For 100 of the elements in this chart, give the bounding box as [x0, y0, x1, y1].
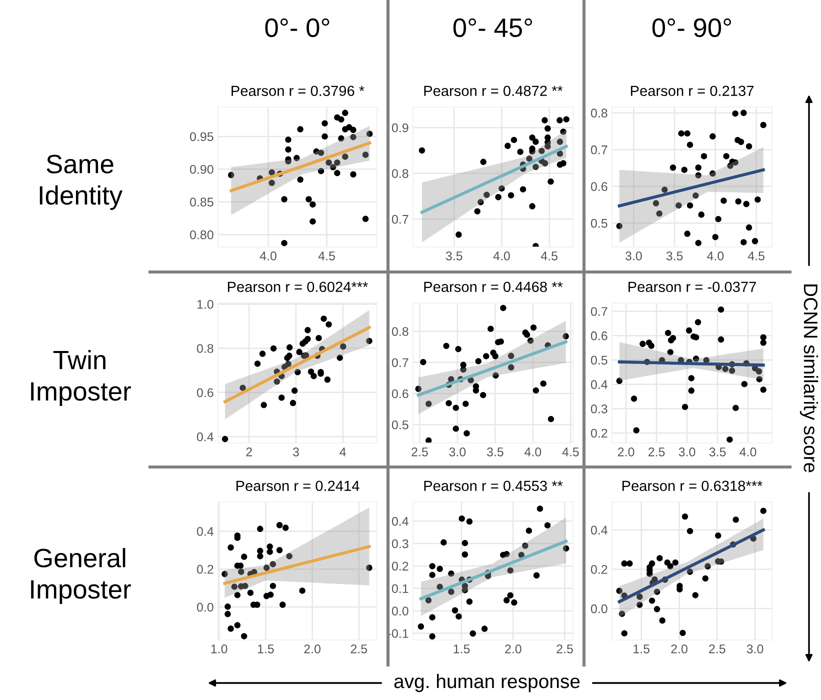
- y-tick-label: 0.2: [196, 564, 214, 574]
- y-tick-label: 0.7: [392, 358, 408, 368]
- point: [508, 192, 514, 198]
- point: [504, 550, 510, 558]
- x-tick-label: 2.0: [304, 644, 320, 654]
- point: [306, 196, 312, 202]
- point: [228, 544, 234, 551]
- point: [756, 376, 762, 382]
- y-tick-label: 0.2: [590, 565, 608, 574]
- point: [366, 130, 373, 137]
- point: [455, 346, 462, 352]
- point: [340, 343, 346, 350]
- point: [616, 378, 622, 384]
- point: [484, 192, 490, 198]
- point: [680, 630, 686, 636]
- point: [241, 554, 248, 560]
- y-tick-label: 0.4: [196, 526, 214, 536]
- point: [483, 353, 490, 360]
- y-tick-label: 0.85: [190, 198, 214, 207]
- point: [732, 404, 739, 412]
- point: [529, 134, 536, 141]
- point: [732, 110, 738, 117]
- point: [292, 388, 298, 394]
- point: [526, 528, 532, 534]
- point: [544, 125, 551, 132]
- x-tick-label: 3.0: [678, 447, 696, 456]
- y-tick-label: 0.5: [392, 420, 408, 430]
- point: [481, 626, 488, 632]
- y-tick-label: 0.7: [590, 145, 608, 154]
- y-tick-label: 0.4: [590, 526, 608, 535]
- point: [760, 334, 766, 340]
- point: [296, 348, 302, 356]
- point: [723, 153, 730, 160]
- point: [286, 352, 292, 359]
- x-tick-label: 4.0: [493, 251, 510, 260]
- y-tick-label: 0.6: [196, 388, 214, 398]
- point: [281, 196, 288, 202]
- point: [746, 143, 752, 150]
- point: [326, 160, 332, 166]
- point: [760, 122, 766, 128]
- point: [510, 136, 518, 144]
- point: [728, 368, 736, 374]
- point: [350, 126, 356, 134]
- point: [238, 568, 244, 575]
- point: [504, 142, 511, 149]
- point: [695, 240, 702, 246]
- point: [740, 110, 747, 116]
- point: [304, 336, 311, 342]
- point: [254, 360, 261, 367]
- point: [667, 563, 674, 570]
- chart-title: Pearson r = 0.6024***: [228, 282, 368, 292]
- point: [704, 563, 711, 570]
- point: [420, 359, 426, 366]
- point: [276, 547, 283, 554]
- y-tick-label: 0.5: [590, 218, 608, 228]
- point: [684, 130, 690, 137]
- point: [286, 553, 292, 560]
- point: [760, 340, 766, 346]
- point: [726, 436, 733, 443]
- x-tick-label: 4.0: [740, 447, 756, 456]
- chart-title: Pearson r = 0.6318***: [622, 480, 763, 492]
- x-tick-label: 2: [246, 447, 252, 456]
- point: [222, 570, 228, 578]
- point: [452, 426, 459, 432]
- x-tick-label: 2.0: [671, 644, 688, 654]
- point: [538, 148, 545, 154]
- x-tick-label: 1.0: [211, 644, 228, 654]
- point: [446, 400, 452, 406]
- point: [282, 524, 289, 531]
- point: [656, 555, 663, 562]
- point: [488, 326, 494, 332]
- x-tick-label: 3: [292, 447, 299, 456]
- point: [338, 135, 344, 142]
- point: [498, 338, 504, 345]
- y-tick-label: 0.8: [392, 327, 408, 336]
- text: 0°- 0°: [265, 18, 330, 38]
- point: [648, 560, 656, 567]
- point: [498, 185, 505, 192]
- point: [533, 572, 540, 578]
- point: [676, 202, 682, 209]
- point: [278, 394, 285, 401]
- point: [418, 147, 426, 154]
- point: [472, 387, 480, 394]
- point: [684, 230, 690, 237]
- point: [322, 120, 328, 126]
- point: [224, 610, 231, 618]
- point: [480, 392, 486, 398]
- point: [618, 610, 626, 617]
- point: [492, 353, 498, 360]
- point: [308, 368, 314, 375]
- point: [710, 170, 716, 177]
- point: [257, 526, 264, 532]
- point: [324, 376, 331, 383]
- point: [698, 212, 704, 218]
- y-tick-label: 0.4: [590, 380, 608, 389]
- y-tick-label: 0.3: [590, 404, 608, 414]
- point: [686, 528, 694, 534]
- y-tick-label: 0.1: [392, 584, 408, 594]
- point: [436, 584, 443, 590]
- point: [462, 551, 468, 558]
